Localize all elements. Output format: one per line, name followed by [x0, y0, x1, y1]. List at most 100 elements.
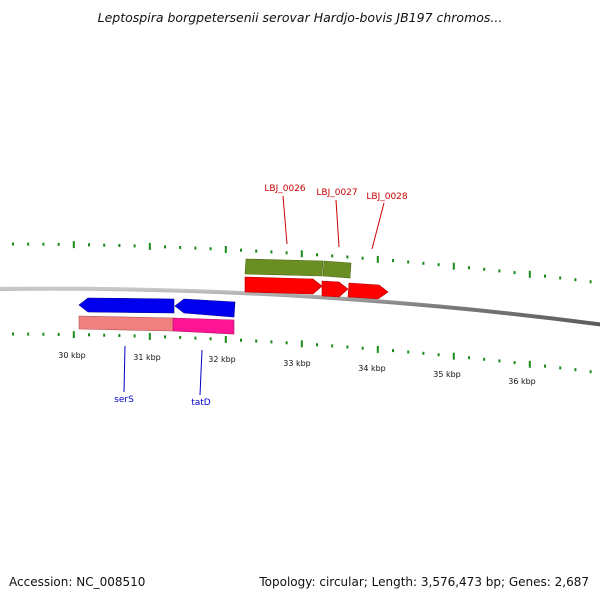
cds-arrow-sers[interactable]	[78, 297, 175, 314]
major-tick	[300, 250, 303, 258]
tick-row-top	[12, 241, 592, 284]
major-tick	[72, 331, 75, 339]
topology-summary: Topology: circular; Length: 3,576,473 bp…	[259, 575, 589, 589]
minor-tick	[316, 253, 318, 257]
minor-tick	[285, 251, 288, 255]
minor-tick	[255, 249, 258, 253]
minor-tick	[209, 337, 212, 341]
minor-tick	[57, 242, 60, 246]
reverse-cds-track	[78, 297, 236, 318]
forward-cds-track	[244, 276, 389, 300]
cds-arrow-lbj-0027[interactable]	[321, 280, 349, 298]
minor-tick	[194, 246, 197, 250]
ruler-label: 33 kbp	[283, 359, 311, 368]
minor-tick	[589, 280, 592, 284]
major-tick	[224, 246, 227, 253]
gene-feature[interactable]	[172, 317, 235, 335]
minor-tick	[255, 339, 258, 343]
minor-tick	[361, 256, 364, 260]
gene-label-lbj-0028[interactable]: LBJ_0028	[366, 192, 408, 202]
cds-arrow-tatd[interactable]	[174, 298, 236, 318]
minor-tick	[361, 346, 364, 350]
cds-arrow-lbj-0028[interactable]	[347, 282, 389, 300]
minor-tick	[468, 266, 470, 270]
minor-tick	[559, 276, 562, 280]
minor-tick	[574, 278, 577, 282]
chromosome-backbone	[0, 286, 600, 327]
minor-tick	[407, 350, 410, 354]
minor-tick	[240, 248, 242, 252]
minor-tick	[179, 246, 182, 249]
major-tick	[72, 241, 75, 249]
minor-tick	[422, 261, 425, 265]
gene-labels: LBJ_0026 LBJ_0027 LBJ_0028 serS tatD	[114, 184, 408, 408]
major-tick	[300, 340, 303, 348]
gene-label-sers[interactable]: serS	[114, 395, 134, 405]
minor-tick	[133, 244, 136, 248]
leader-line	[371, 202, 385, 250]
ruler-label: 31 kbp	[133, 353, 161, 362]
ruler-label: 34 kbp	[358, 364, 386, 373]
minor-tick	[194, 336, 197, 340]
minor-tick	[103, 333, 106, 337]
gene-feature[interactable]	[244, 258, 324, 277]
minor-tick	[133, 334, 136, 338]
minor-tick	[422, 351, 425, 355]
minor-tick	[42, 332, 45, 336]
minor-tick	[346, 345, 349, 349]
major-tick	[148, 332, 151, 340]
minor-tick	[88, 243, 90, 247]
minor-tick	[209, 247, 212, 251]
leader-line	[199, 349, 203, 396]
minor-tick	[118, 334, 121, 337]
major-tick	[148, 242, 151, 250]
gene-label-lbj-0026[interactable]: LBJ_0026	[264, 184, 306, 194]
minor-tick	[513, 361, 516, 365]
reverse-gene-track	[78, 315, 235, 335]
minor-tick	[483, 267, 486, 271]
major-tick	[376, 345, 379, 353]
minor-tick	[164, 245, 166, 249]
leader-line	[282, 195, 288, 245]
accession-text: Accession: NC_008510	[9, 575, 146, 589]
major-tick	[452, 352, 455, 360]
minor-tick	[179, 336, 182, 339]
ruler-label: 32 kbp	[208, 355, 236, 364]
major-tick	[376, 255, 379, 263]
map-title: Leptospira borgpetersenii serovar Hardjo…	[97, 10, 503, 25]
minor-tick	[103, 243, 106, 247]
cds-arrow-lbj-0026[interactable]	[244, 276, 323, 295]
minor-tick	[468, 356, 470, 360]
gene-label-tatd[interactable]: tatD	[191, 398, 211, 408]
gene-feature[interactable]	[322, 260, 352, 279]
label-leaders	[123, 195, 385, 396]
minor-tick	[27, 332, 30, 336]
major-tick	[528, 270, 531, 278]
minor-tick	[392, 259, 394, 263]
minor-tick	[240, 338, 242, 342]
minor-tick	[316, 343, 318, 347]
major-tick	[452, 262, 455, 270]
gene-label-lbj-0027[interactable]: LBJ_0027	[316, 188, 357, 198]
leader-line	[335, 199, 340, 248]
gene-feature[interactable]	[78, 315, 174, 332]
minor-tick	[57, 332, 60, 336]
minor-tick	[544, 274, 546, 278]
major-tick	[224, 336, 227, 343]
minor-tick	[27, 242, 30, 246]
minor-tick	[483, 357, 486, 361]
minor-tick	[42, 242, 45, 246]
ruler-label: 35 kbp	[433, 370, 461, 379]
forward-gene-track	[244, 258, 352, 279]
minor-tick	[498, 269, 501, 273]
minor-tick	[164, 335, 166, 339]
minor-tick	[513, 271, 516, 275]
minor-tick	[559, 366, 562, 370]
minor-tick	[88, 333, 90, 337]
minor-tick	[331, 344, 334, 348]
minor-tick	[392, 349, 394, 353]
minor-tick	[437, 263, 440, 267]
ruler-label: 30 kbp	[58, 351, 86, 360]
minor-tick	[12, 332, 14, 336]
